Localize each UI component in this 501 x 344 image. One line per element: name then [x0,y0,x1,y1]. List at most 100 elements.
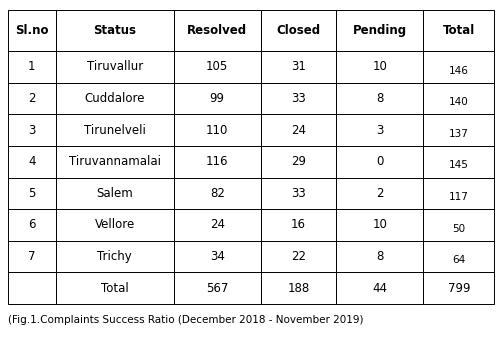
Text: 3: 3 [28,123,35,137]
Bar [173,178,260,209]
Text: 7: 7 [28,250,36,263]
Bar [422,83,493,114]
Bar [8,83,56,114]
Text: Sl.no: Sl.no [15,24,48,37]
Text: 99: 99 [209,92,224,105]
Text: 34: 34 [209,250,224,263]
Bar [56,51,173,83]
Text: Tiruvannamalai: Tiruvannamalai [69,155,160,168]
Bar [56,209,173,241]
Bar [260,114,336,146]
Bar [422,146,493,178]
Bar [56,241,173,272]
Bar [8,146,56,178]
Text: 145: 145 [448,161,468,171]
Bar [422,114,493,146]
Text: 8: 8 [375,92,383,105]
Text: 64: 64 [451,256,464,266]
Text: (Fig.1.Complaints Success Ratio (December 2018 - November 2019): (Fig.1.Complaints Success Ratio (Decembe… [8,314,362,325]
Text: 44: 44 [372,282,386,295]
Bar [173,114,260,146]
Bar [336,10,422,51]
Text: 33: 33 [291,187,305,200]
Bar [260,272,336,304]
Text: 16: 16 [291,218,306,232]
Text: Resolved: Resolved [187,24,247,37]
Bar [8,10,56,51]
Text: 50: 50 [451,224,464,234]
Text: 117: 117 [448,192,468,202]
Text: Total: Total [442,24,474,37]
Bar [260,146,336,178]
Text: 29: 29 [291,155,306,168]
Bar [422,178,493,209]
Bar [422,272,493,304]
Bar [8,51,56,83]
Text: 2: 2 [375,187,383,200]
Bar [260,178,336,209]
Bar [336,272,422,304]
Text: 31: 31 [291,60,305,73]
Bar [56,83,173,114]
Text: 24: 24 [209,218,224,232]
Text: 140: 140 [448,97,468,107]
Bar [8,241,56,272]
Text: Total: Total [101,282,128,295]
Bar [56,272,173,304]
Text: 146: 146 [448,66,468,76]
Text: 3: 3 [375,123,383,137]
Text: Closed: Closed [276,24,320,37]
Bar [173,146,260,178]
Bar [8,209,56,241]
Bar [260,209,336,241]
Bar [336,51,422,83]
Bar [336,178,422,209]
Text: Salem: Salem [96,187,133,200]
Text: Vellore: Vellore [95,218,135,232]
Bar [173,10,260,51]
Bar [56,10,173,51]
Text: 799: 799 [447,282,469,295]
Text: 4: 4 [28,155,36,168]
Text: 137: 137 [448,129,468,139]
Text: 105: 105 [206,60,228,73]
Text: 10: 10 [372,60,386,73]
Text: 8: 8 [375,250,383,263]
Text: 82: 82 [209,187,224,200]
Bar [8,114,56,146]
Bar [173,83,260,114]
Text: Cuddalore: Cuddalore [85,92,145,105]
Text: 116: 116 [205,155,228,168]
Text: 22: 22 [291,250,306,263]
Text: 110: 110 [205,123,228,137]
Bar [56,178,173,209]
Bar [422,241,493,272]
Bar [260,10,336,51]
Text: 567: 567 [205,282,228,295]
Bar [8,272,56,304]
Bar [422,209,493,241]
Text: 5: 5 [28,187,35,200]
Text: Pending: Pending [352,24,406,37]
Text: 0: 0 [375,155,383,168]
Text: 24: 24 [291,123,306,137]
Bar [173,241,260,272]
Text: 188: 188 [287,282,309,295]
Bar [8,178,56,209]
Bar [56,114,173,146]
Bar [422,51,493,83]
Text: 2: 2 [28,92,36,105]
Text: 1: 1 [28,60,36,73]
Bar [173,51,260,83]
Bar [336,209,422,241]
Bar [260,51,336,83]
Text: Tiruvallur: Tiruvallur [87,60,143,73]
Bar [336,146,422,178]
Bar [56,146,173,178]
Bar [336,241,422,272]
Bar [336,83,422,114]
Text: 33: 33 [291,92,305,105]
Bar [336,114,422,146]
Bar [260,83,336,114]
Text: 10: 10 [372,218,386,232]
